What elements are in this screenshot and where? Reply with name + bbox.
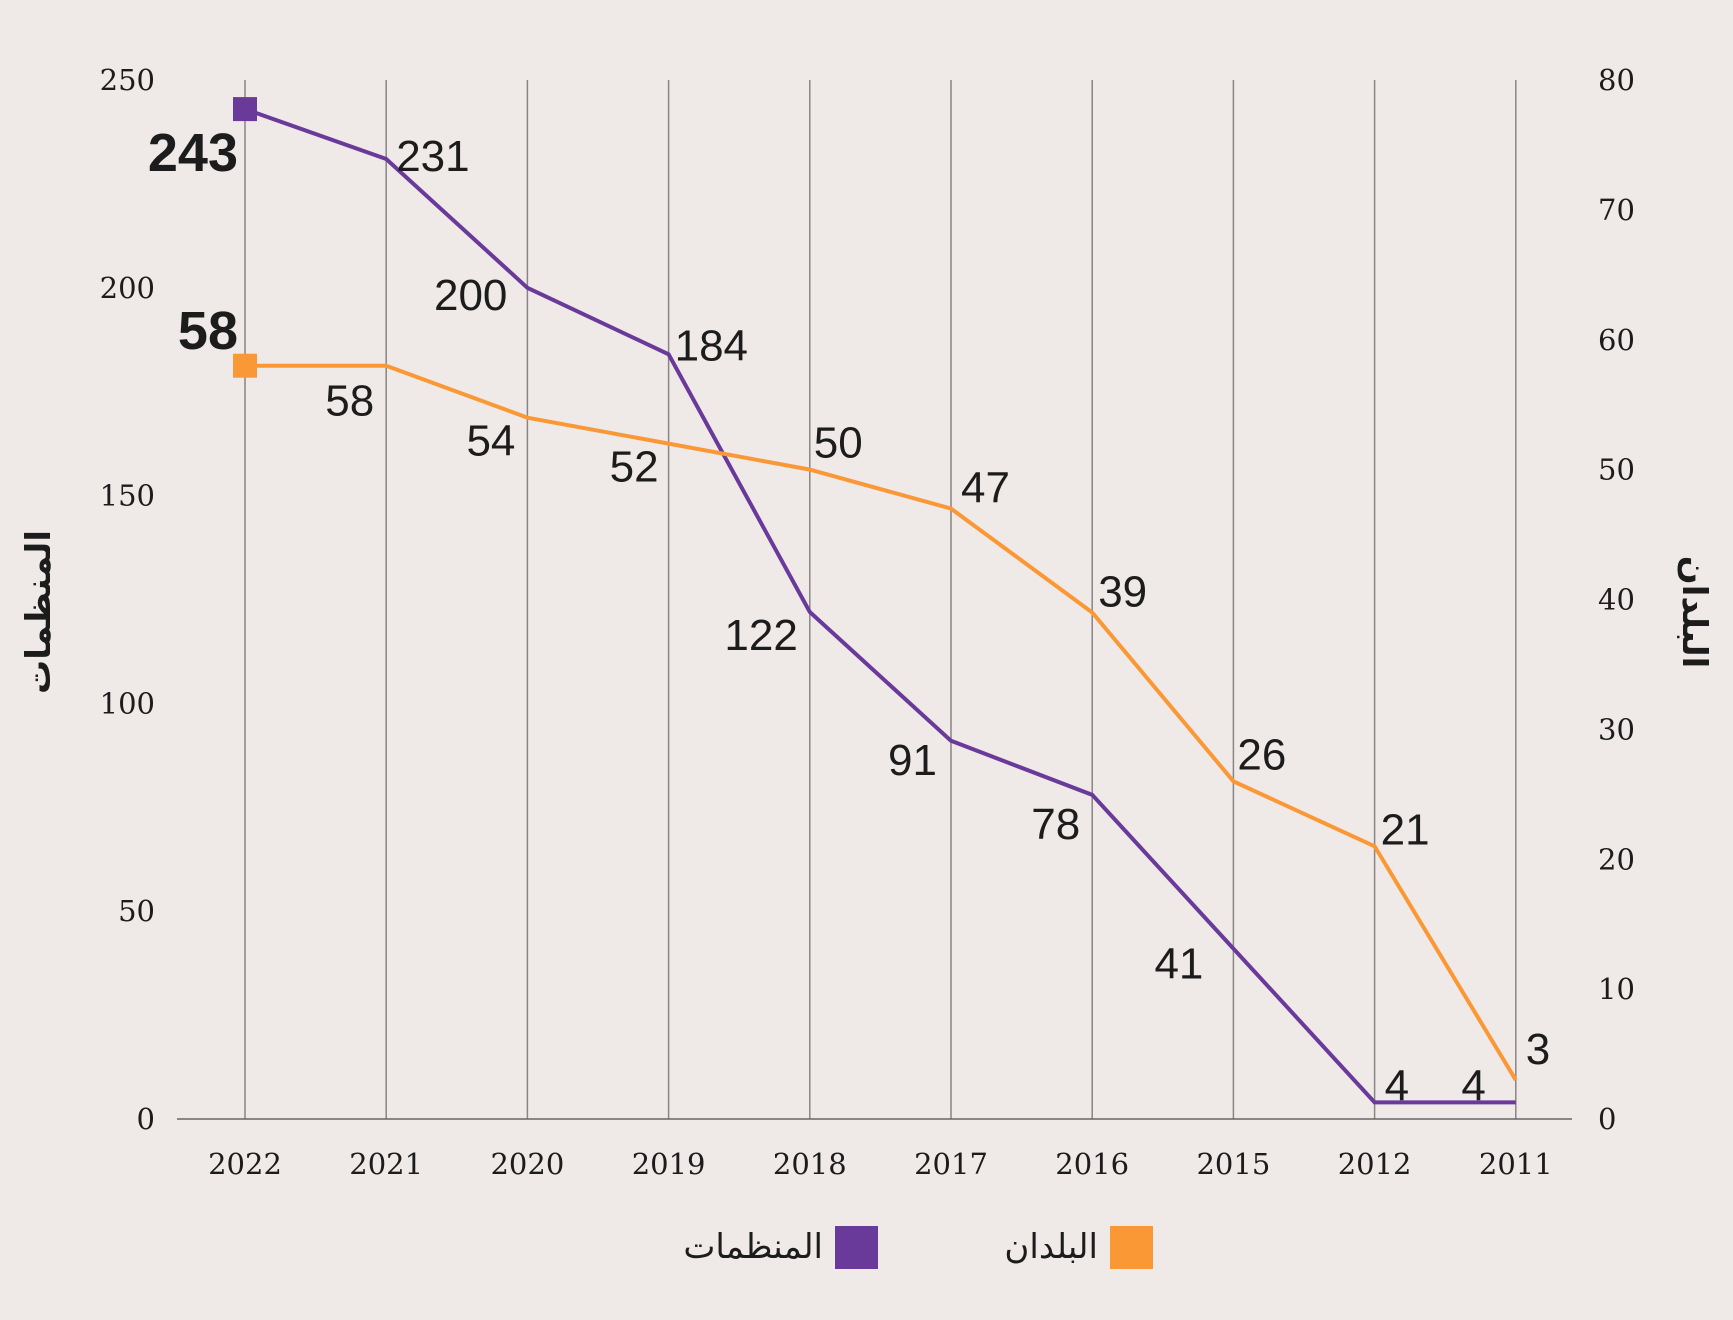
right-tick-30: 30 — [1598, 712, 1635, 746]
right-tick-70: 70 — [1598, 193, 1635, 227]
data-label-organizations-2018: 122 — [724, 611, 797, 660]
data-label-organizations-2021: 231 — [396, 132, 469, 181]
left-axis-ticks: 0 50 100 150 200 250 — [100, 63, 155, 1136]
data-label-countries-2018: 50 — [814, 419, 863, 468]
data-label-organizations-2015: 41 — [1154, 940, 1203, 989]
left-tick-0: 0 — [137, 1102, 155, 1136]
right-axis-ticks: 0 10 20 30 40 50 60 70 80 — [1598, 63, 1635, 1136]
legend-label-countries: البلدان — [1004, 1227, 1098, 1267]
legend-label-organizations: المنظمات — [683, 1227, 823, 1267]
data-label-countries-2012: 21 — [1381, 805, 1430, 854]
right-tick-40: 40 — [1598, 583, 1635, 617]
data-label-countries-2021: 58 — [325, 377, 374, 426]
x-tick-2020: 2020 — [490, 1147, 564, 1181]
data-label-countries-2011: 3 — [1526, 1025, 1550, 1074]
x-tick-2016: 2016 — [1055, 1147, 1129, 1181]
right-tick-50: 50 — [1598, 453, 1635, 487]
right-tick-0: 0 — [1598, 1102, 1616, 1136]
left-axis-title: المنظمات — [19, 530, 59, 694]
data-label-countries-2020: 54 — [466, 417, 515, 466]
series-markers — [233, 97, 257, 378]
right-tick-80: 80 — [1598, 63, 1635, 97]
marker-organizations-2022 — [233, 97, 257, 122]
left-tick-100: 100 — [100, 686, 155, 720]
data-label-organizations-2012: 4 — [1385, 1061, 1409, 1110]
legend-swatch-countries — [1110, 1226, 1153, 1269]
series-line-countries — [245, 363, 1518, 1082]
right-tick-60: 60 — [1598, 323, 1635, 357]
data-label-organizations-2016: 78 — [1031, 800, 1080, 849]
data-labels: 231 200 184 122 91 78 41 4 4 58 54 52 50 47 39 26 21 3 — [325, 132, 1550, 1110]
legend: المنظمات البلدان — [683, 1226, 1153, 1269]
legend-swatch-organizations — [835, 1226, 878, 1269]
highlight-organizations-value: 243 — [148, 123, 238, 183]
data-label-organizations-2017: 91 — [888, 736, 937, 785]
right-axis-title: البلدان — [1674, 556, 1714, 669]
left-tick-200: 200 — [100, 271, 155, 305]
x-tick-2012: 2012 — [1338, 1147, 1412, 1181]
data-label-countries-2016: 39 — [1098, 567, 1147, 616]
x-tick-2015: 2015 — [1196, 1147, 1270, 1181]
x-tick-2021: 2021 — [349, 1147, 423, 1181]
data-label-organizations-2019: 184 — [675, 321, 748, 370]
x-tick-2019: 2019 — [632, 1147, 706, 1181]
highlight-countries-value: 58 — [178, 301, 238, 361]
right-tick-20: 20 — [1598, 842, 1635, 876]
marker-countries-2022 — [233, 353, 257, 378]
series-line-organizations — [244, 107, 1516, 1105]
right-tick-10: 10 — [1598, 972, 1635, 1006]
data-label-countries-2017: 47 — [961, 464, 1010, 513]
x-axis-ticks: 2022 2021 2020 2019 2018 2017 2016 2015 2012 2011 — [208, 1147, 1553, 1181]
x-tick-2018: 2018 — [773, 1147, 847, 1181]
x-tick-2017: 2017 — [914, 1147, 988, 1181]
x-tick-2011: 2011 — [1479, 1147, 1553, 1181]
data-label-organizations-2020: 200 — [434, 271, 507, 320]
left-tick-150: 150 — [100, 479, 155, 513]
x-tick-2022: 2022 — [208, 1147, 282, 1181]
data-label-countries-2015: 26 — [1237, 730, 1286, 779]
left-tick-250: 250 — [100, 63, 155, 97]
left-tick-50: 50 — [118, 894, 155, 928]
data-label-countries-2019: 52 — [610, 443, 659, 492]
grid-lines — [244, 80, 1517, 1119]
series-lines — [244, 107, 1518, 1105]
data-label-organizations-2011: 4 — [1461, 1061, 1485, 1110]
